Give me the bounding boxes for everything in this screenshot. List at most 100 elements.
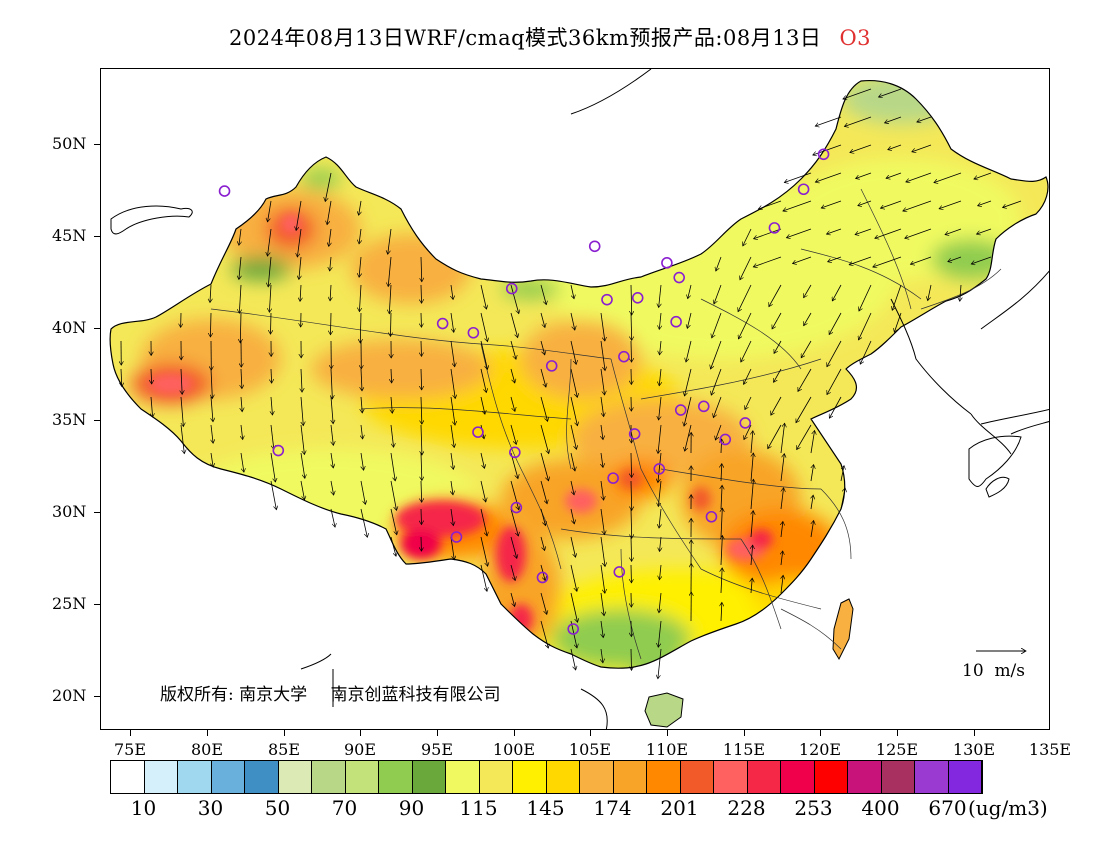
wind-arrow: [631, 508, 632, 538]
wind-arrow: [771, 396, 782, 415]
wind-arrow: [659, 284, 661, 307]
wind-arrow: [792, 256, 812, 264]
wind-arrow: [888, 144, 902, 150]
colorbar-cell: [915, 761, 949, 793]
wind-arrow: [267, 228, 272, 256]
wind-arrow: [510, 592, 515, 607]
wind-arrow: [360, 508, 367, 537]
wind-arrow: [421, 368, 422, 390]
wind-arrow: [810, 430, 815, 454]
pollutant-label: O3: [839, 26, 872, 50]
wind-arrow: [843, 88, 872, 99]
lon-tick: [207, 730, 208, 736]
lon-label-75: 75E: [113, 740, 147, 759]
wind-arrow: [631, 452, 632, 478]
station-marker: [536, 571, 549, 584]
colorbar-label: 670: [928, 796, 967, 820]
colorbar-cell: [747, 761, 781, 793]
wind-arrow: [600, 396, 604, 417]
station-marker: [705, 510, 718, 523]
wind-arrow: [325, 172, 332, 202]
station-marker: [674, 404, 687, 416]
wind-arrow: [327, 200, 332, 225]
wind-arrow: [390, 508, 397, 535]
wind-arrow: [631, 648, 632, 670]
wind-arrow: [390, 424, 394, 447]
wind-arrow: [540, 396, 548, 421]
station-marker: [797, 183, 810, 196]
wind-arrow: [945, 228, 962, 235]
colorbar-cell: [580, 761, 614, 793]
station-marker: [601, 293, 613, 306]
wind-arrow: [510, 368, 515, 383]
wind-arrow: [684, 368, 692, 396]
wind-arrow: [359, 284, 361, 312]
wind-arrow: [721, 535, 722, 566]
wind-arrow: [769, 284, 782, 307]
lon-tick: [974, 730, 975, 736]
wind-arrow: [271, 368, 272, 383]
colorbar-cell: [111, 761, 145, 793]
wind-arrow: [859, 284, 872, 311]
wind-arrow: [721, 602, 722, 622]
wind-arrow: [903, 200, 932, 211]
wind-arrow: [758, 200, 782, 209]
wind-arrow: [450, 536, 454, 560]
wind-arrow: [331, 452, 333, 468]
lon-label-130: 130E: [952, 740, 996, 759]
wind-arrow: [740, 256, 752, 280]
wind-arrow: [659, 592, 661, 613]
wind-arrow: [721, 464, 722, 482]
wind-arrow: [850, 144, 872, 153]
colorbar-cell: [278, 761, 312, 793]
wind-arrow: [510, 536, 517, 558]
wind-arrow: [774, 340, 782, 353]
wind-arrow: [480, 508, 487, 536]
lat-tick: [94, 420, 100, 421]
lat-label-45: 45N: [52, 226, 87, 245]
wind-arrow: [330, 508, 335, 527]
wind-arrow: [480, 396, 485, 414]
wind-arrow: [390, 536, 396, 556]
colorbar-cell: [781, 761, 815, 793]
wind-arrow: [540, 536, 545, 551]
taiwan-island: [832, 598, 854, 661]
wind-arrow: [780, 454, 784, 482]
wind-arrow: [360, 452, 364, 470]
colorbar-cell: [211, 761, 245, 793]
station-markers: [218, 148, 830, 635]
wind-arrow: [301, 396, 303, 426]
lon-label-90: 90E: [343, 740, 377, 759]
wind-arrow: [658, 648, 662, 679]
colorbar-label: 90: [398, 796, 425, 820]
wind-arrow: [330, 312, 331, 335]
wind-arrow: [211, 452, 213, 467]
wind-arrow: [658, 452, 662, 483]
province-boundaries: [210, 188, 1002, 660]
wind-arrow: [360, 480, 365, 504]
wind-arrow: [631, 284, 632, 315]
station-marker: [545, 360, 558, 372]
wind-arrow: [421, 284, 422, 303]
wind-arrow: [540, 480, 547, 504]
wind-arrow: [810, 521, 814, 538]
wind-arrow: [631, 536, 632, 561]
wind-arrow: [784, 172, 812, 183]
wind-arrow: [783, 200, 812, 211]
map-title: 2024年08月13日WRF/cmaq模式36km预报产品:08月13日 O3: [0, 22, 1100, 52]
wind-arrow: [886, 172, 902, 178]
wind-arrow: [180, 424, 184, 454]
lon-label-115: 115E: [722, 740, 766, 759]
wind-arrow: [151, 396, 153, 417]
station-marker: [467, 326, 480, 339]
wind-arrow: [796, 396, 812, 423]
wind-arrow: [510, 424, 516, 444]
lon-label-120: 120E: [798, 740, 842, 759]
wind-arrow: [360, 312, 361, 343]
wind-arrow: [878, 88, 902, 97]
station-marker: [509, 446, 521, 459]
station-marker: [719, 433, 732, 446]
wind-arrow: [540, 340, 545, 355]
wind-arrow: [241, 424, 243, 440]
wind-arrow: [858, 312, 872, 340]
